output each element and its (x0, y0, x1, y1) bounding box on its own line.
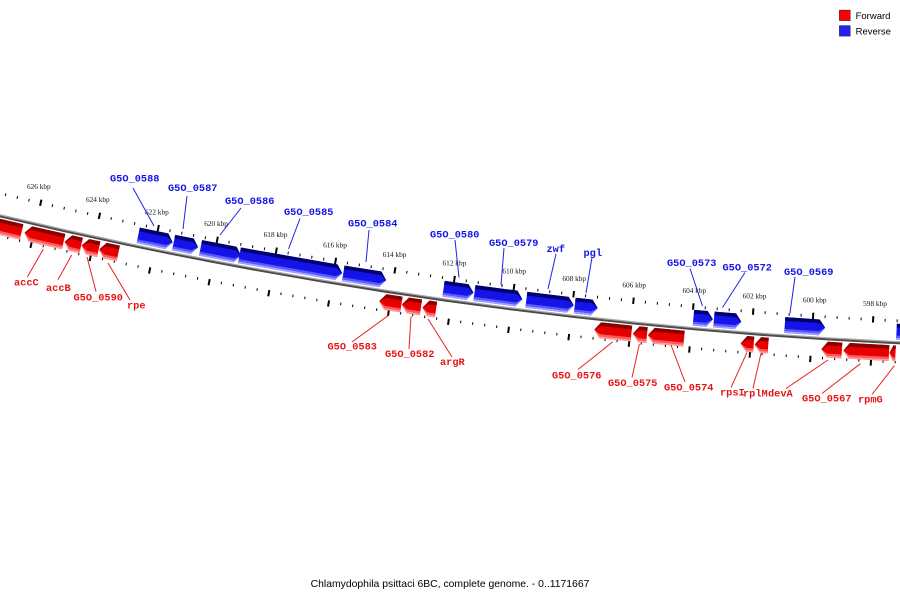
svg-text:zwf: zwf (547, 244, 566, 256)
svg-text:G5O_0588: G5O_0588 (110, 174, 159, 186)
svg-text:G5O_0582: G5O_0582 (385, 349, 434, 361)
svg-text:accC: accC (14, 278, 39, 290)
svg-text:devA: devA (768, 389, 794, 401)
svg-text:618 kbp: 618 kbp (264, 230, 288, 239)
svg-text:622 kbp: 622 kbp (145, 208, 169, 217)
svg-text:accB: accB (46, 283, 71, 295)
svg-text:G5O_0587: G5O_0587 (168, 183, 217, 195)
svg-text:604 kbp: 604 kbp (682, 286, 706, 295)
svg-text:Reverse: Reverse (856, 27, 891, 38)
svg-text:G5O_0575: G5O_0575 (608, 378, 657, 390)
svg-text:616 kbp: 616 kbp (323, 240, 347, 249)
svg-text:620 kbp: 620 kbp (204, 219, 228, 228)
svg-text:614 kbp: 614 kbp (383, 250, 407, 259)
svg-text:G5O_0585: G5O_0585 (284, 207, 333, 219)
svg-text:G5O_0579: G5O_0579 (489, 238, 538, 250)
svg-text:600 kbp: 600 kbp (803, 296, 827, 305)
svg-text:598 kbp: 598 kbp (863, 299, 887, 308)
svg-text:Chlamydophila psittaci 6BC, co: Chlamydophila psittaci 6BC, complete gen… (311, 579, 590, 590)
svg-text:G5O_0573: G5O_0573 (667, 258, 716, 270)
svg-text:602 kbp: 602 kbp (743, 291, 767, 300)
svg-text:610 kbp: 610 kbp (502, 267, 526, 276)
svg-text:606 kbp: 606 kbp (622, 280, 646, 289)
svg-text:G5O_0572: G5O_0572 (723, 263, 772, 275)
svg-text:rpmG: rpmG (858, 395, 883, 407)
svg-text:G5O_0580: G5O_0580 (430, 230, 479, 242)
svg-text:rplM: rplM (743, 389, 768, 401)
svg-text:612 kbp: 612 kbp (443, 259, 467, 268)
svg-text:G5O_0586: G5O_0586 (225, 196, 274, 208)
svg-text:G5O_0569: G5O_0569 (784, 267, 833, 279)
svg-text:Forward: Forward (856, 11, 891, 22)
svg-text:G5O_0583: G5O_0583 (328, 342, 377, 354)
svg-text:G5O_0590: G5O_0590 (74, 293, 123, 305)
svg-text:608 kbp: 608 kbp (562, 274, 586, 283)
svg-text:624 kbp: 624 kbp (86, 195, 110, 204)
svg-text:argR: argR (440, 357, 466, 369)
svg-text:626 kbp: 626 kbp (27, 182, 51, 191)
svg-text:G5O_0567: G5O_0567 (802, 394, 851, 406)
svg-text:G5O_0574: G5O_0574 (664, 383, 713, 395)
svg-text:rpsI: rpsI (720, 388, 745, 400)
svg-text:G5O_0584: G5O_0584 (348, 219, 397, 231)
svg-text:rpe: rpe (127, 301, 146, 313)
svg-text:G5O_0576: G5O_0576 (552, 371, 601, 383)
svg-text:pgl: pgl (584, 248, 603, 260)
